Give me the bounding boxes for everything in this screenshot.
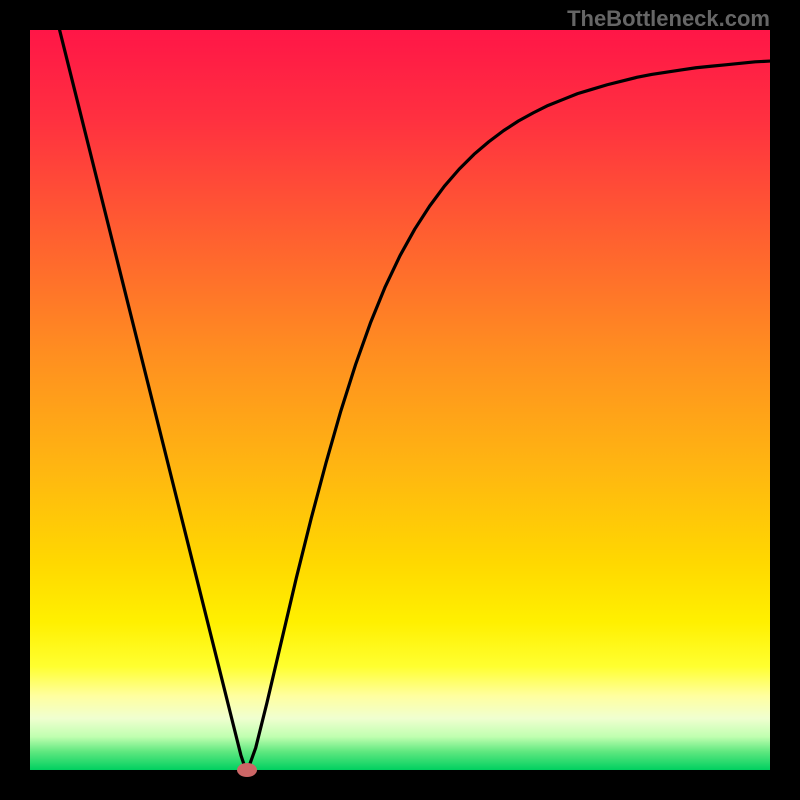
- chart-svg: [30, 30, 770, 770]
- plot-area: [30, 30, 770, 770]
- plot-background: [30, 30, 770, 770]
- watermark-text: TheBottleneck.com: [567, 6, 770, 32]
- chart-frame: TheBottleneck.com: [0, 0, 800, 800]
- vertex-marker: [237, 763, 257, 777]
